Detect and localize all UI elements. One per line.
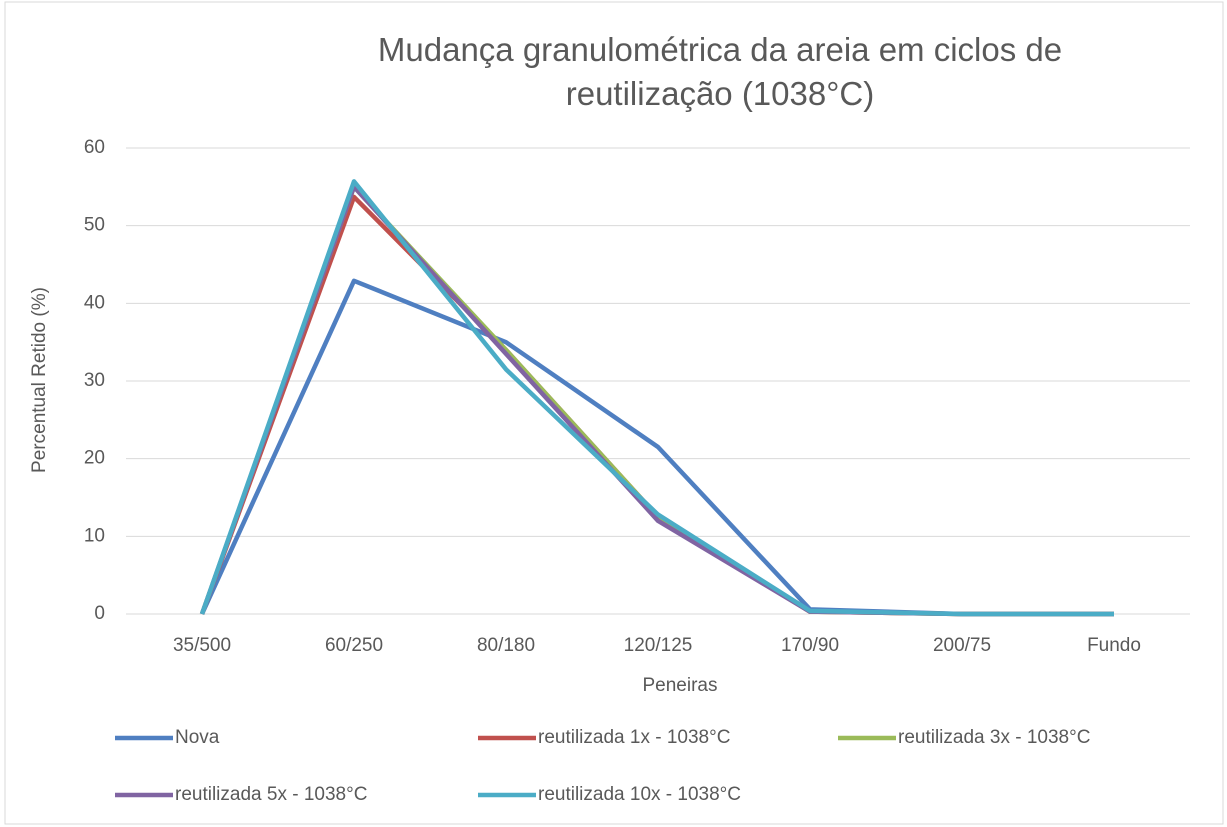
y-tick-label: 30 — [84, 370, 105, 391]
series-line — [199, 184, 1114, 617]
series-line — [199, 184, 1114, 617]
y-tick-label: 60 — [84, 137, 105, 158]
y-tick-label: 0 — [94, 603, 105, 624]
chart-frame — [4, 1, 1224, 825]
x-tick-label: 60/250 — [325, 635, 383, 656]
series-line — [199, 194, 1114, 617]
y-tick-label: 40 — [84, 292, 105, 313]
legend-label: reutilizada 5x - 1038°C — [175, 784, 367, 805]
legend-label: reutilizada 10x - 1038°C — [538, 784, 741, 805]
x-tick-label: 80/180 — [477, 635, 535, 656]
legend-label: reutilizada 3x - 1038°C — [898, 727, 1090, 748]
x-axis-title: Peneiras — [643, 675, 718, 696]
chart-title: Mudança granulométrica da areia em ciclo… — [377, 31, 1063, 112]
y-tick-label: 10 — [84, 525, 105, 546]
legend-label: Nova — [175, 727, 220, 748]
series-line — [199, 179, 1114, 617]
y-tick-label: 50 — [84, 215, 105, 236]
x-tick-label: 170/90 — [781, 635, 839, 656]
x-tick-label: 200/75 — [933, 635, 991, 656]
x-tick-label: Fundo — [1087, 635, 1141, 656]
y-tick-label: 20 — [84, 448, 105, 469]
legend-label: reutilizada 1x - 1038°C — [538, 727, 730, 748]
x-tick-label: 35/500 — [173, 635, 231, 656]
y-axis-title: Percentual Retido (%) — [29, 287, 50, 473]
x-tick-label: 120/125 — [624, 635, 693, 656]
series-line — [199, 278, 1114, 617]
